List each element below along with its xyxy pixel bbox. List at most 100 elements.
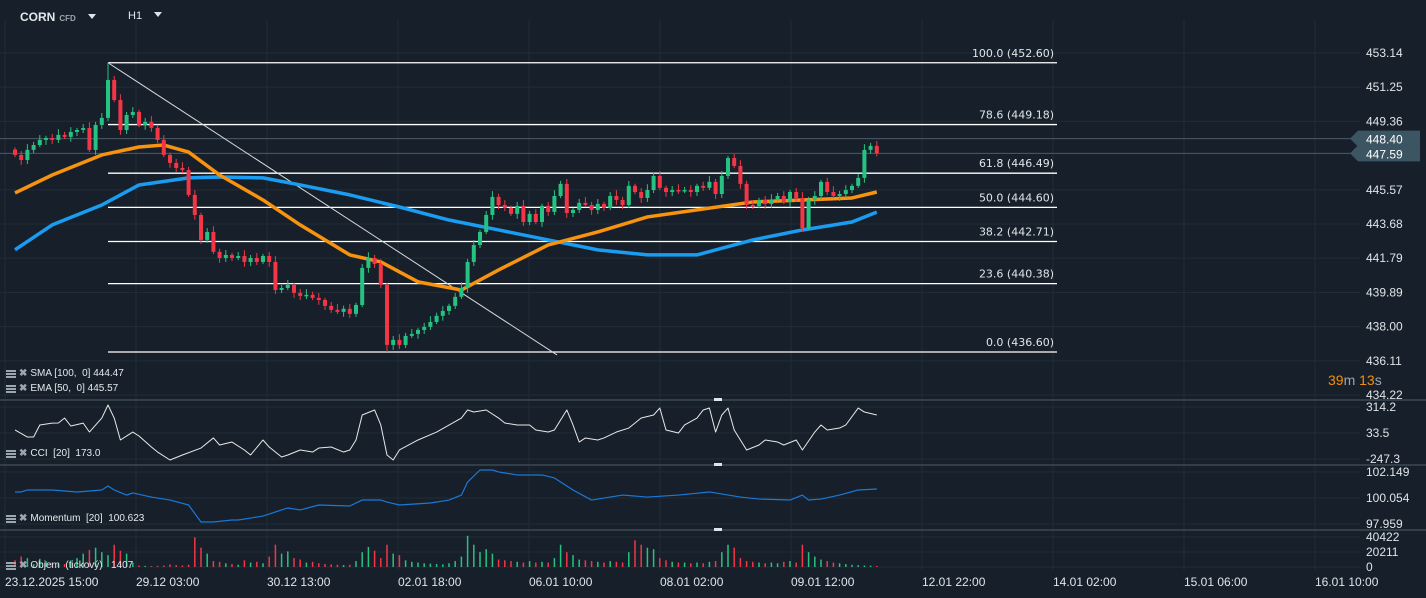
- volume-bar: [367, 546, 370, 567]
- candle-body: [527, 213, 532, 223]
- volume-bar: [299, 559, 301, 567]
- candle-body: [794, 192, 799, 198]
- candle-body: [285, 284, 290, 288]
- candle-body: [595, 203, 600, 210]
- candle-body: [695, 185, 699, 193]
- close-icon[interactable]: ✖: [19, 383, 28, 394]
- volume-bar: [423, 563, 425, 567]
- volume-bar: [491, 553, 494, 567]
- volume-bar: [156, 565, 159, 567]
- candle-body: [323, 299, 327, 306]
- candle-body: [465, 261, 470, 288]
- candle-body: [341, 308, 346, 312]
- volume-bar: [175, 565, 177, 567]
- y-tick-label: 0: [1366, 560, 1373, 574]
- settings-list-icon[interactable]: [6, 369, 16, 378]
- volume-bar: [845, 564, 847, 567]
- candle-body: [329, 305, 334, 310]
- candle-body: [236, 255, 241, 258]
- y-tick-label: 451.25: [1366, 80, 1403, 94]
- x-tick-label: 12.01 22:00: [922, 575, 986, 589]
- volume-bar: [429, 563, 432, 567]
- candle-body: [763, 199, 768, 204]
- volume-bar: [702, 563, 704, 567]
- settings-list-icon[interactable]: [6, 449, 16, 458]
- volume-bar: [584, 560, 587, 567]
- volume-bar: [404, 560, 407, 567]
- volume-bar: [398, 555, 401, 567]
- panel-resize-handle[interactable]: [714, 463, 722, 466]
- volume-bar: [262, 563, 264, 567]
- volume-bar: [318, 563, 320, 567]
- candle-body: [862, 149, 867, 178]
- panel-resize-handle[interactable]: [714, 398, 722, 401]
- candle-body: [781, 195, 786, 202]
- volume-bar: [305, 562, 308, 567]
- sma-line: [14, 175, 878, 257]
- candle-body: [676, 190, 681, 192]
- volume-bar: [101, 552, 103, 567]
- volume-bar: [237, 564, 239, 567]
- volume-bar: [107, 555, 109, 567]
- candle-body: [298, 292, 303, 296]
- volume-bar: [187, 564, 190, 567]
- candle-body: [546, 205, 551, 212]
- candle-body: [416, 329, 420, 334]
- close-icon[interactable]: ✖: [19, 368, 28, 379]
- legend-cci: ✖ CCI [20] 173.0: [6, 448, 100, 459]
- candle-body: [459, 287, 464, 297]
- volume-bar: [807, 552, 810, 567]
- settings-list-icon[interactable]: [6, 561, 16, 570]
- timeframe-label: H1: [128, 10, 143, 22]
- volume-bar: [863, 565, 866, 567]
- close-icon[interactable]: ✖: [19, 513, 28, 524]
- candle-body: [707, 181, 712, 188]
- settings-list-icon[interactable]: [6, 514, 16, 523]
- settings-list-icon[interactable]: [6, 384, 16, 393]
- candle-body: [217, 251, 222, 258]
- candle-body: [93, 124, 98, 150]
- candle-body: [552, 195, 557, 212]
- candle-body: [205, 231, 210, 240]
- volume-bar: [795, 562, 797, 567]
- symbol-selector[interactable]: CORN CFD: [20, 10, 96, 24]
- candle-body: [428, 321, 433, 327]
- volume-bar: [349, 564, 351, 567]
- volume-bar: [789, 561, 791, 567]
- volume-bar: [225, 563, 227, 567]
- x-tick-label: 09.01 12:00: [791, 575, 855, 589]
- candle-body: [161, 139, 166, 155]
- candle-body: [626, 185, 631, 206]
- candle-body: [137, 111, 141, 125]
- legend-momentum: ✖ Momentum [20] 100.623: [6, 513, 144, 524]
- volume-bar: [138, 565, 140, 567]
- panel-resize-handle[interactable]: [714, 528, 722, 531]
- volume-bar: [373, 550, 376, 567]
- volume-bar: [169, 564, 171, 567]
- close-icon[interactable]: ✖: [19, 448, 28, 459]
- y-tick-label: 453.14: [1366, 46, 1403, 60]
- volume-bar: [324, 564, 326, 567]
- bid-price-label: 447.59: [1366, 147, 1403, 161]
- volume-bar: [20, 556, 22, 567]
- timeframe-selector[interactable]: H1: [128, 10, 163, 22]
- volume-bar: [714, 561, 717, 567]
- candle-body: [50, 137, 55, 140]
- candle-body: [713, 181, 718, 194]
- candle-body: [744, 183, 749, 206]
- volume-bar: [683, 562, 686, 567]
- candle-body: [583, 202, 588, 206]
- volume-bar: [659, 558, 661, 567]
- candle-body: [31, 145, 36, 150]
- volume-bar: [516, 561, 518, 567]
- legend-cci-text: CCI [20] 173.0: [30, 448, 101, 459]
- volume-bar: [485, 549, 487, 567]
- volume-bar: [566, 552, 568, 567]
- candle-body: [533, 213, 538, 223]
- fib-level-label: 38.2 (442.71): [979, 226, 1054, 239]
- volume-bar: [94, 547, 97, 567]
- close-icon[interactable]: ✖: [19, 560, 28, 571]
- candle-body: [645, 190, 650, 198]
- candle-body: [757, 199, 761, 206]
